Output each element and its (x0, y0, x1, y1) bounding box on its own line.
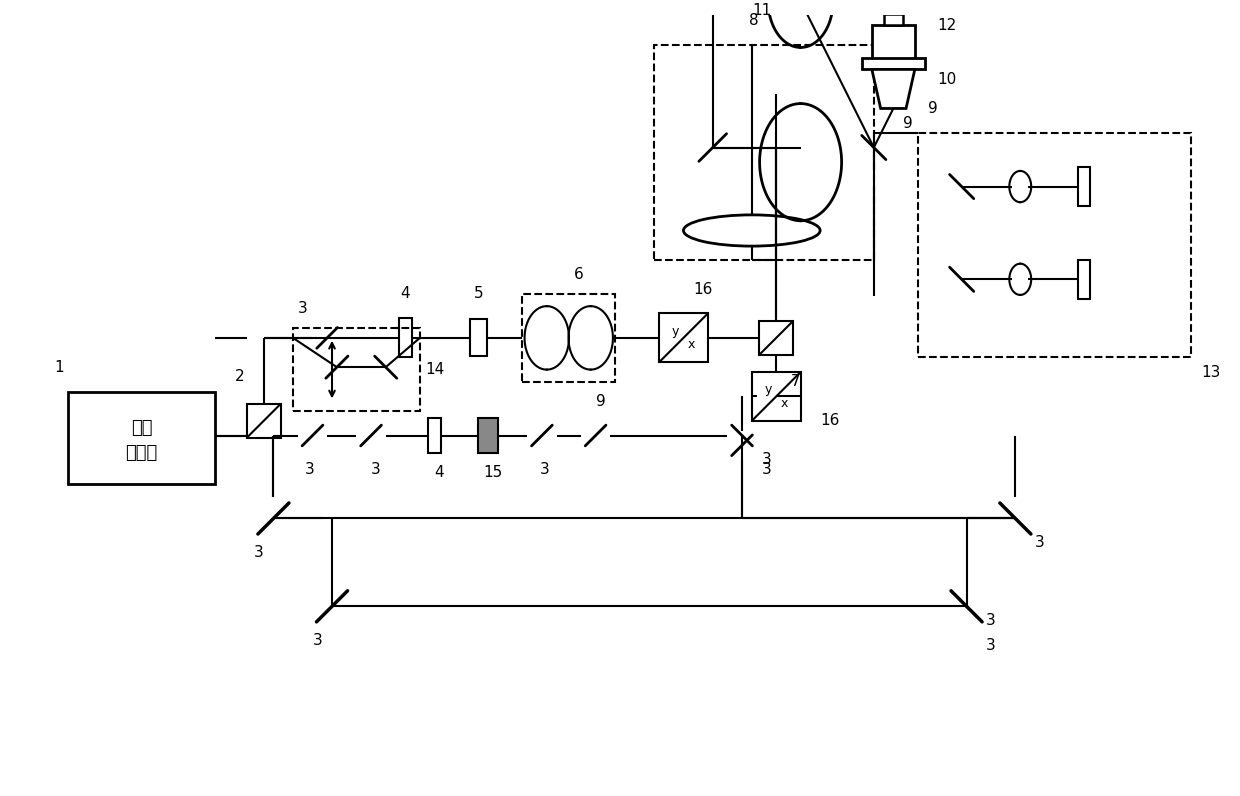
Text: 15: 15 (484, 465, 502, 480)
Bar (470, 319, 487, 357)
Text: 4: 4 (434, 465, 444, 480)
Bar (68, 392, 215, 484)
Text: 12: 12 (937, 18, 957, 33)
Bar (759, 321, 794, 355)
Text: 9: 9 (595, 394, 605, 409)
Text: 3: 3 (371, 462, 381, 477)
Text: 16: 16 (693, 282, 713, 297)
Text: 16: 16 (820, 413, 839, 428)
Polygon shape (872, 69, 915, 108)
Text: 超快: 超快 (131, 419, 153, 437)
Bar (1078, 167, 1090, 206)
Text: y: y (765, 383, 773, 396)
Text: 激光器: 激光器 (125, 443, 157, 462)
Text: 3: 3 (298, 301, 308, 316)
Bar (399, 318, 412, 357)
Text: 5: 5 (474, 287, 484, 302)
Bar (655, 45, 874, 259)
Bar (884, 14, 903, 25)
Text: 3: 3 (539, 462, 549, 477)
Bar (479, 419, 498, 453)
Text: 4: 4 (401, 287, 410, 302)
Text: 9: 9 (928, 101, 937, 116)
Text: 3: 3 (986, 638, 996, 653)
Text: 3: 3 (986, 614, 996, 629)
Bar (658, 314, 708, 362)
Bar (872, 25, 915, 60)
Bar (428, 419, 441, 453)
Bar (862, 57, 925, 69)
Text: 9: 9 (903, 115, 913, 131)
Text: 7: 7 (791, 374, 801, 389)
Text: 3: 3 (312, 633, 322, 648)
Text: 8: 8 (749, 13, 759, 28)
Text: 6: 6 (574, 267, 583, 282)
Bar (751, 372, 801, 421)
Text: x: x (687, 338, 694, 351)
Bar (1078, 259, 1090, 298)
Text: 13: 13 (1200, 365, 1220, 380)
Text: 11: 11 (751, 3, 771, 18)
Text: 3: 3 (761, 452, 771, 467)
Bar (918, 133, 1192, 357)
Text: x: x (780, 396, 787, 410)
Text: 3: 3 (254, 545, 264, 560)
Text: 14: 14 (425, 362, 444, 377)
Text: y: y (672, 325, 680, 338)
Bar (522, 294, 615, 382)
Text: 2: 2 (234, 369, 244, 384)
Text: 3: 3 (1035, 536, 1044, 550)
Text: 10: 10 (937, 72, 957, 87)
Bar (247, 404, 280, 438)
Text: 3: 3 (305, 462, 315, 477)
Text: 1: 1 (53, 360, 63, 375)
Bar (293, 328, 420, 411)
Text: 3: 3 (761, 462, 771, 477)
